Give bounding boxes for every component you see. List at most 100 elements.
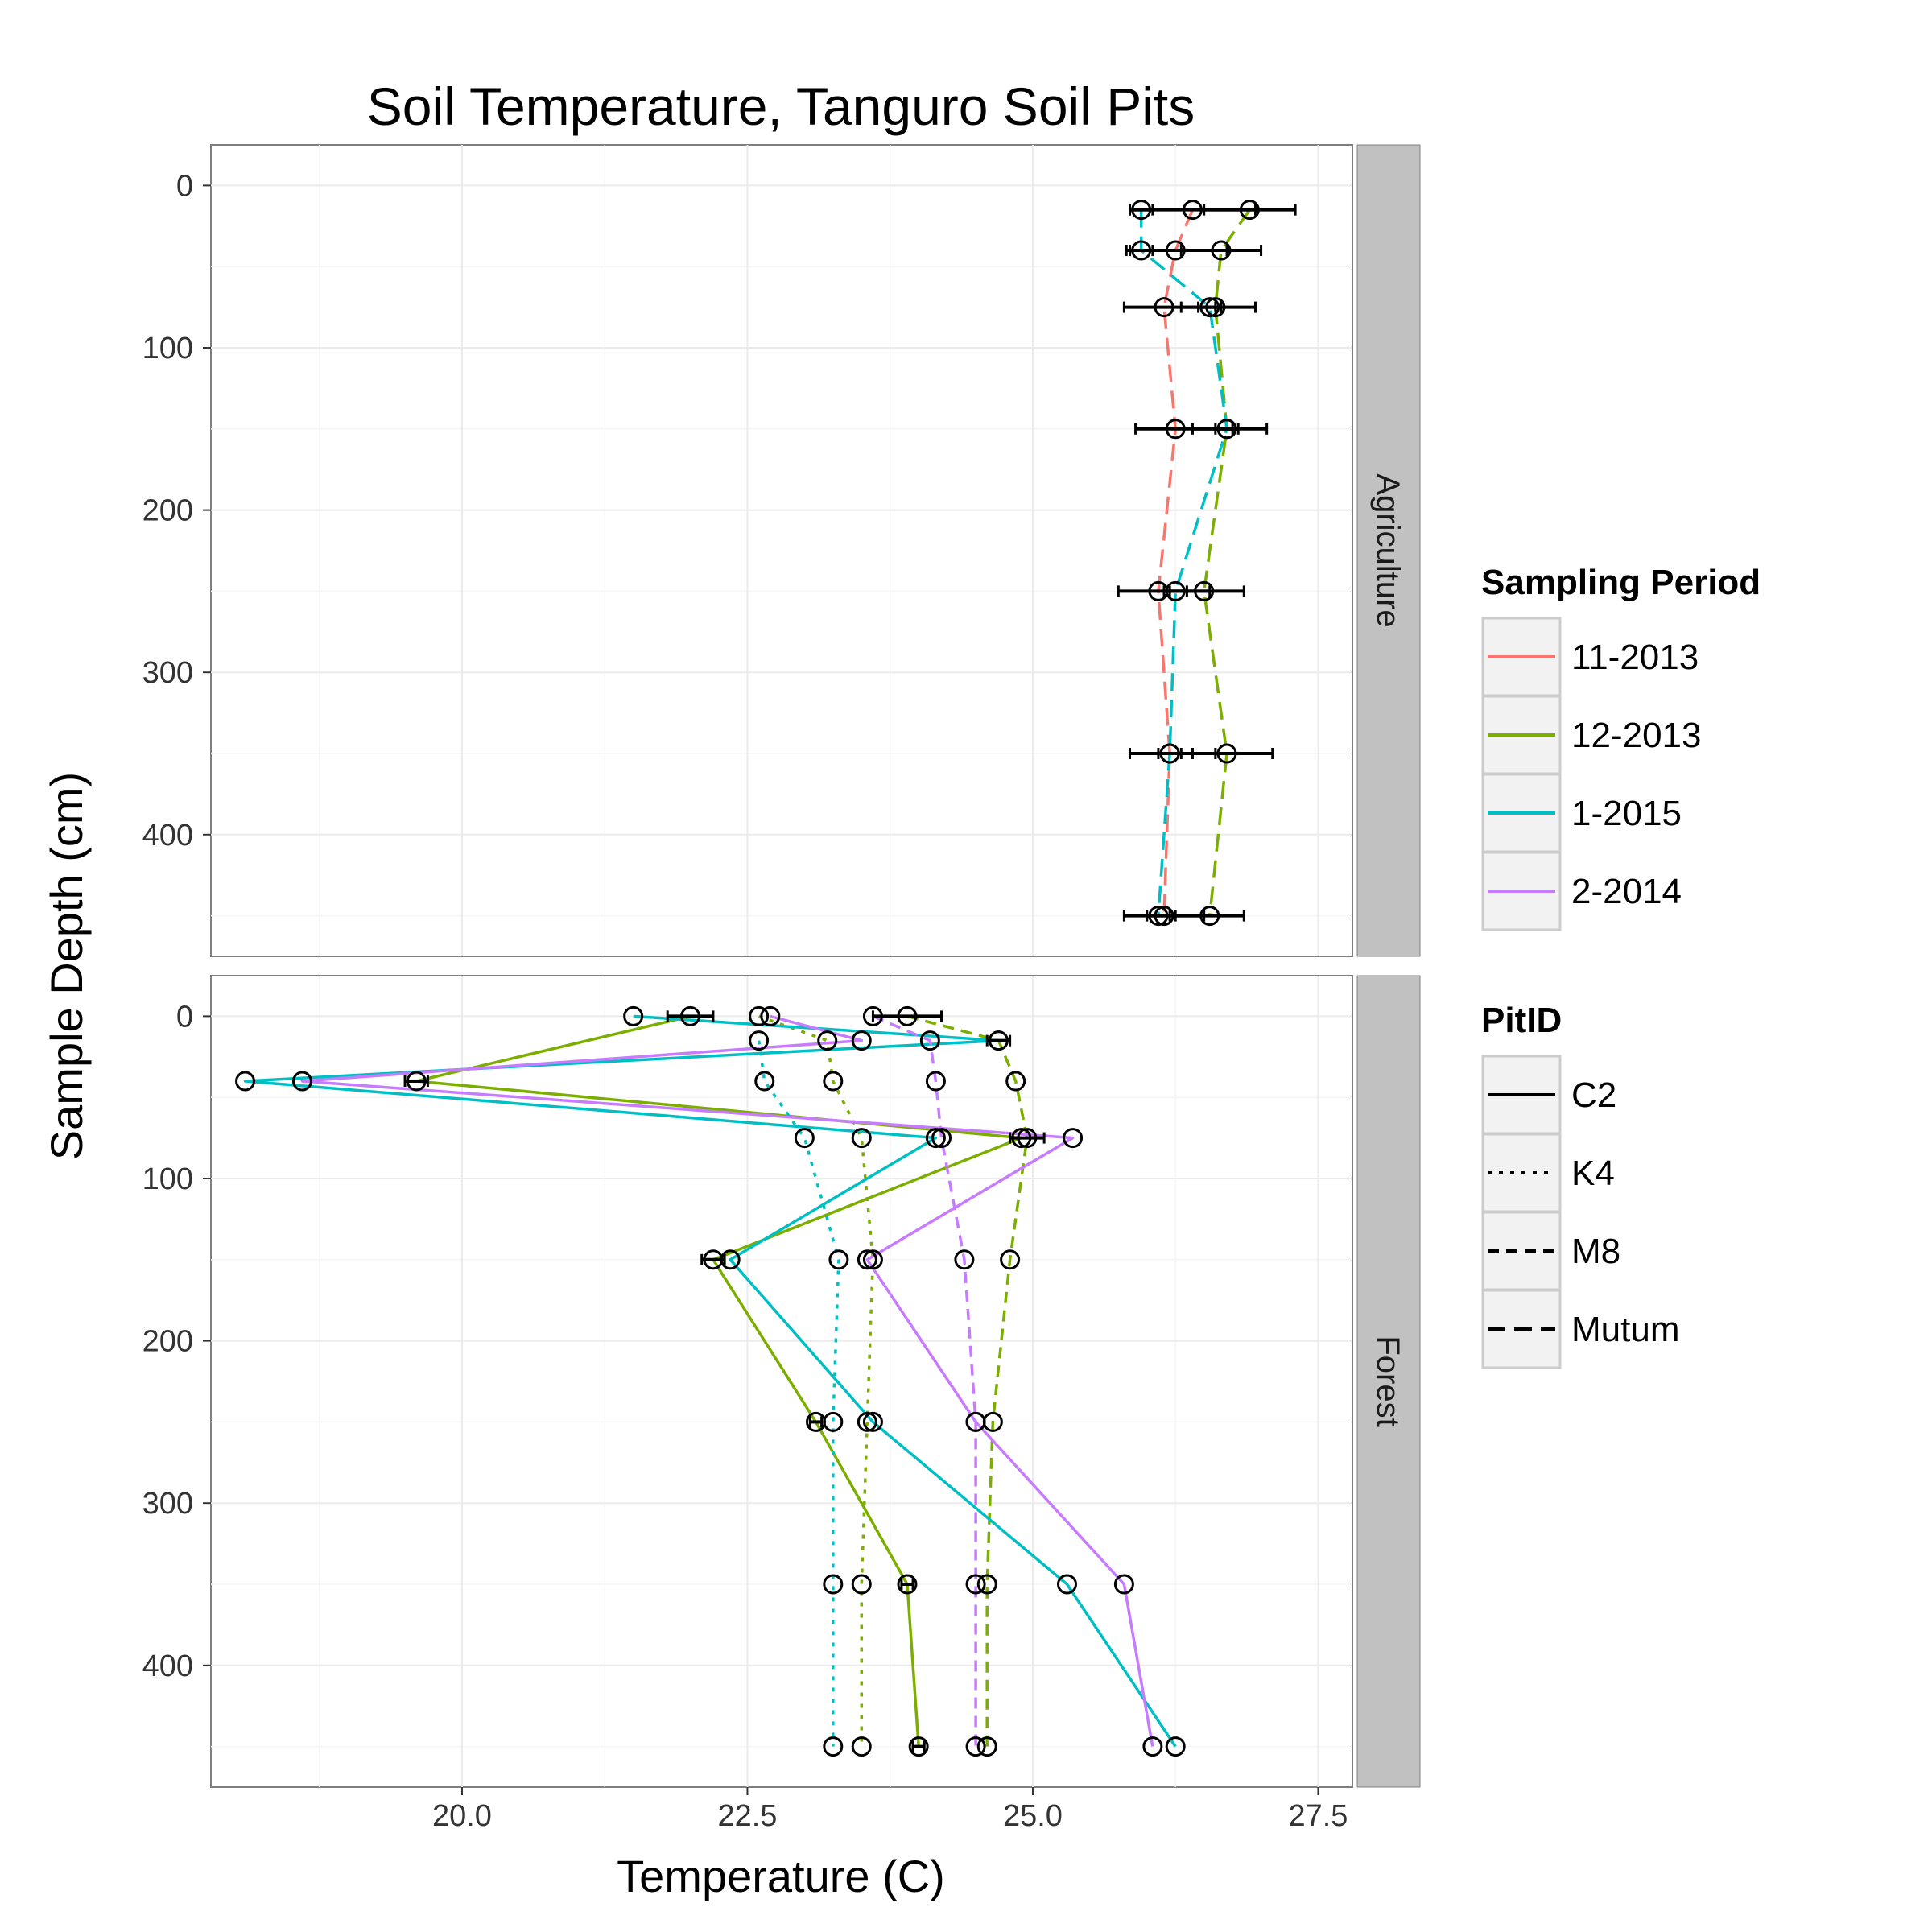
strip-background [1356,975,1421,1788]
data-point [760,1005,781,1026]
error-bar [900,1579,914,1590]
data-point [919,1030,940,1051]
data-point [851,1574,872,1595]
y-tick-label: 0 [176,169,193,203]
data-point [1159,743,1180,764]
x-tick-label: 25.0 [1003,1799,1063,1833]
series-line-2-2014-m8 [872,1014,977,1747]
legend-item-2-2014: 2-2014 [1481,851,1682,931]
data-point [965,1411,986,1432]
x-tick-label: 20.0 [432,1799,492,1833]
panel-background [210,975,1353,1788]
error-bar [1191,748,1274,759]
legend-label: M8 [1571,1232,1620,1271]
data-point [976,1574,997,1595]
data-point [1211,240,1232,261]
data-point [851,1736,872,1757]
legend-label: 2-2014 [1571,872,1682,911]
data-point [976,1736,997,1757]
data-point [1216,419,1237,440]
data-point [897,1005,918,1026]
y-tick-label: 100 [142,1162,193,1196]
y-tick-label: 200 [142,1325,193,1359]
series-line-2-2014-c2 [300,1014,1154,1747]
series-line-12-2013-m8 [906,1014,1029,1747]
data-point [1005,1071,1026,1092]
y-tick-label: 400 [142,1649,193,1683]
error-bar [1179,245,1263,257]
data-point [1113,1574,1134,1595]
data-point [1063,1128,1084,1149]
data-point [1148,906,1169,927]
data-point [1239,200,1260,221]
legend-title: PitID [1481,1001,1562,1040]
data-point [862,1411,883,1432]
data-point [851,1128,872,1149]
panel-forest: 0 100 200 300 400 Forest [142,975,1421,1788]
x-tick-label: 22.5 [717,1799,777,1833]
legend-title: Sampling Period [1481,563,1761,602]
x-axis: 20.0 22.5 25.0 27.5 [432,1787,1348,1833]
data-point [1131,240,1152,261]
data-point [908,1736,929,1757]
legend-label: 1-2015 [1571,794,1682,833]
strip-label-agriculture: Agriculture [1370,473,1406,627]
error-bar [1128,204,1154,216]
plot-area: 0 100 200 300 400 Agriculture 0 100 200 300 400 For… [142,144,1421,1833]
y-tick-label: 200 [142,494,193,528]
y-axis-title: Sample Depth (cm) [41,772,92,1160]
error-bar [871,1010,943,1022]
data-point [754,1071,775,1092]
data-point [925,1071,946,1092]
data-point [1199,297,1220,318]
data-point [406,1071,427,1092]
legend-item-k4: K4 [1481,1133,1615,1213]
legend: Sampling Period 11-2013 12-2013 1-2015 2-201… [1481,563,1761,1369]
data-point [851,1030,872,1051]
data-point [1194,580,1215,601]
data-point [1142,1736,1163,1757]
legend-item-m8: M8 [1481,1211,1620,1291]
y-tick-label: 300 [142,656,193,690]
data-point [823,1071,844,1092]
strip-label-forest: Forest [1370,1335,1406,1426]
data-point [931,1128,952,1149]
x-axis-title: Temperature (C) [617,1851,945,1901]
data-point [749,1030,770,1051]
legend-item-11-2013: 11-2013 [1481,617,1699,697]
legend-label: 11-2013 [1571,638,1699,677]
data-point [794,1128,815,1149]
data-point [1182,200,1203,221]
error-bar [1197,301,1223,313]
data-point [1199,906,1220,927]
data-point [823,1574,844,1595]
data-point [925,1128,946,1149]
legend-item-c2: C2 [1481,1055,1616,1135]
data-point [954,1249,975,1270]
error-bar [1203,204,1297,216]
data-point [1057,1574,1077,1595]
data-point [1165,580,1186,601]
data-point [623,1005,644,1026]
data-point [1000,1249,1021,1270]
x-tick-label: 27.5 [1288,1799,1348,1833]
legend-item-12-2013: 12-2013 [1481,695,1701,775]
data-point [828,1249,849,1270]
data-point [1165,240,1186,261]
error-bar [911,1740,926,1752]
data-point [857,1411,877,1432]
chart-title: Soil Temperature, Tanguro Soil Pits [367,76,1195,136]
data-point [720,1249,741,1270]
data-point [1165,1736,1186,1757]
data-point [823,1736,844,1757]
legend-label: C2 [1571,1075,1616,1115]
data-point [862,1005,883,1026]
data-point [235,1071,256,1092]
error-bar [985,1034,1012,1046]
y-tick-label: 300 [142,1487,193,1521]
series-line-1-2015-c2 [243,1014,1177,1748]
data-point [988,1030,1009,1051]
data-point [680,1005,701,1026]
data-point [291,1071,312,1092]
